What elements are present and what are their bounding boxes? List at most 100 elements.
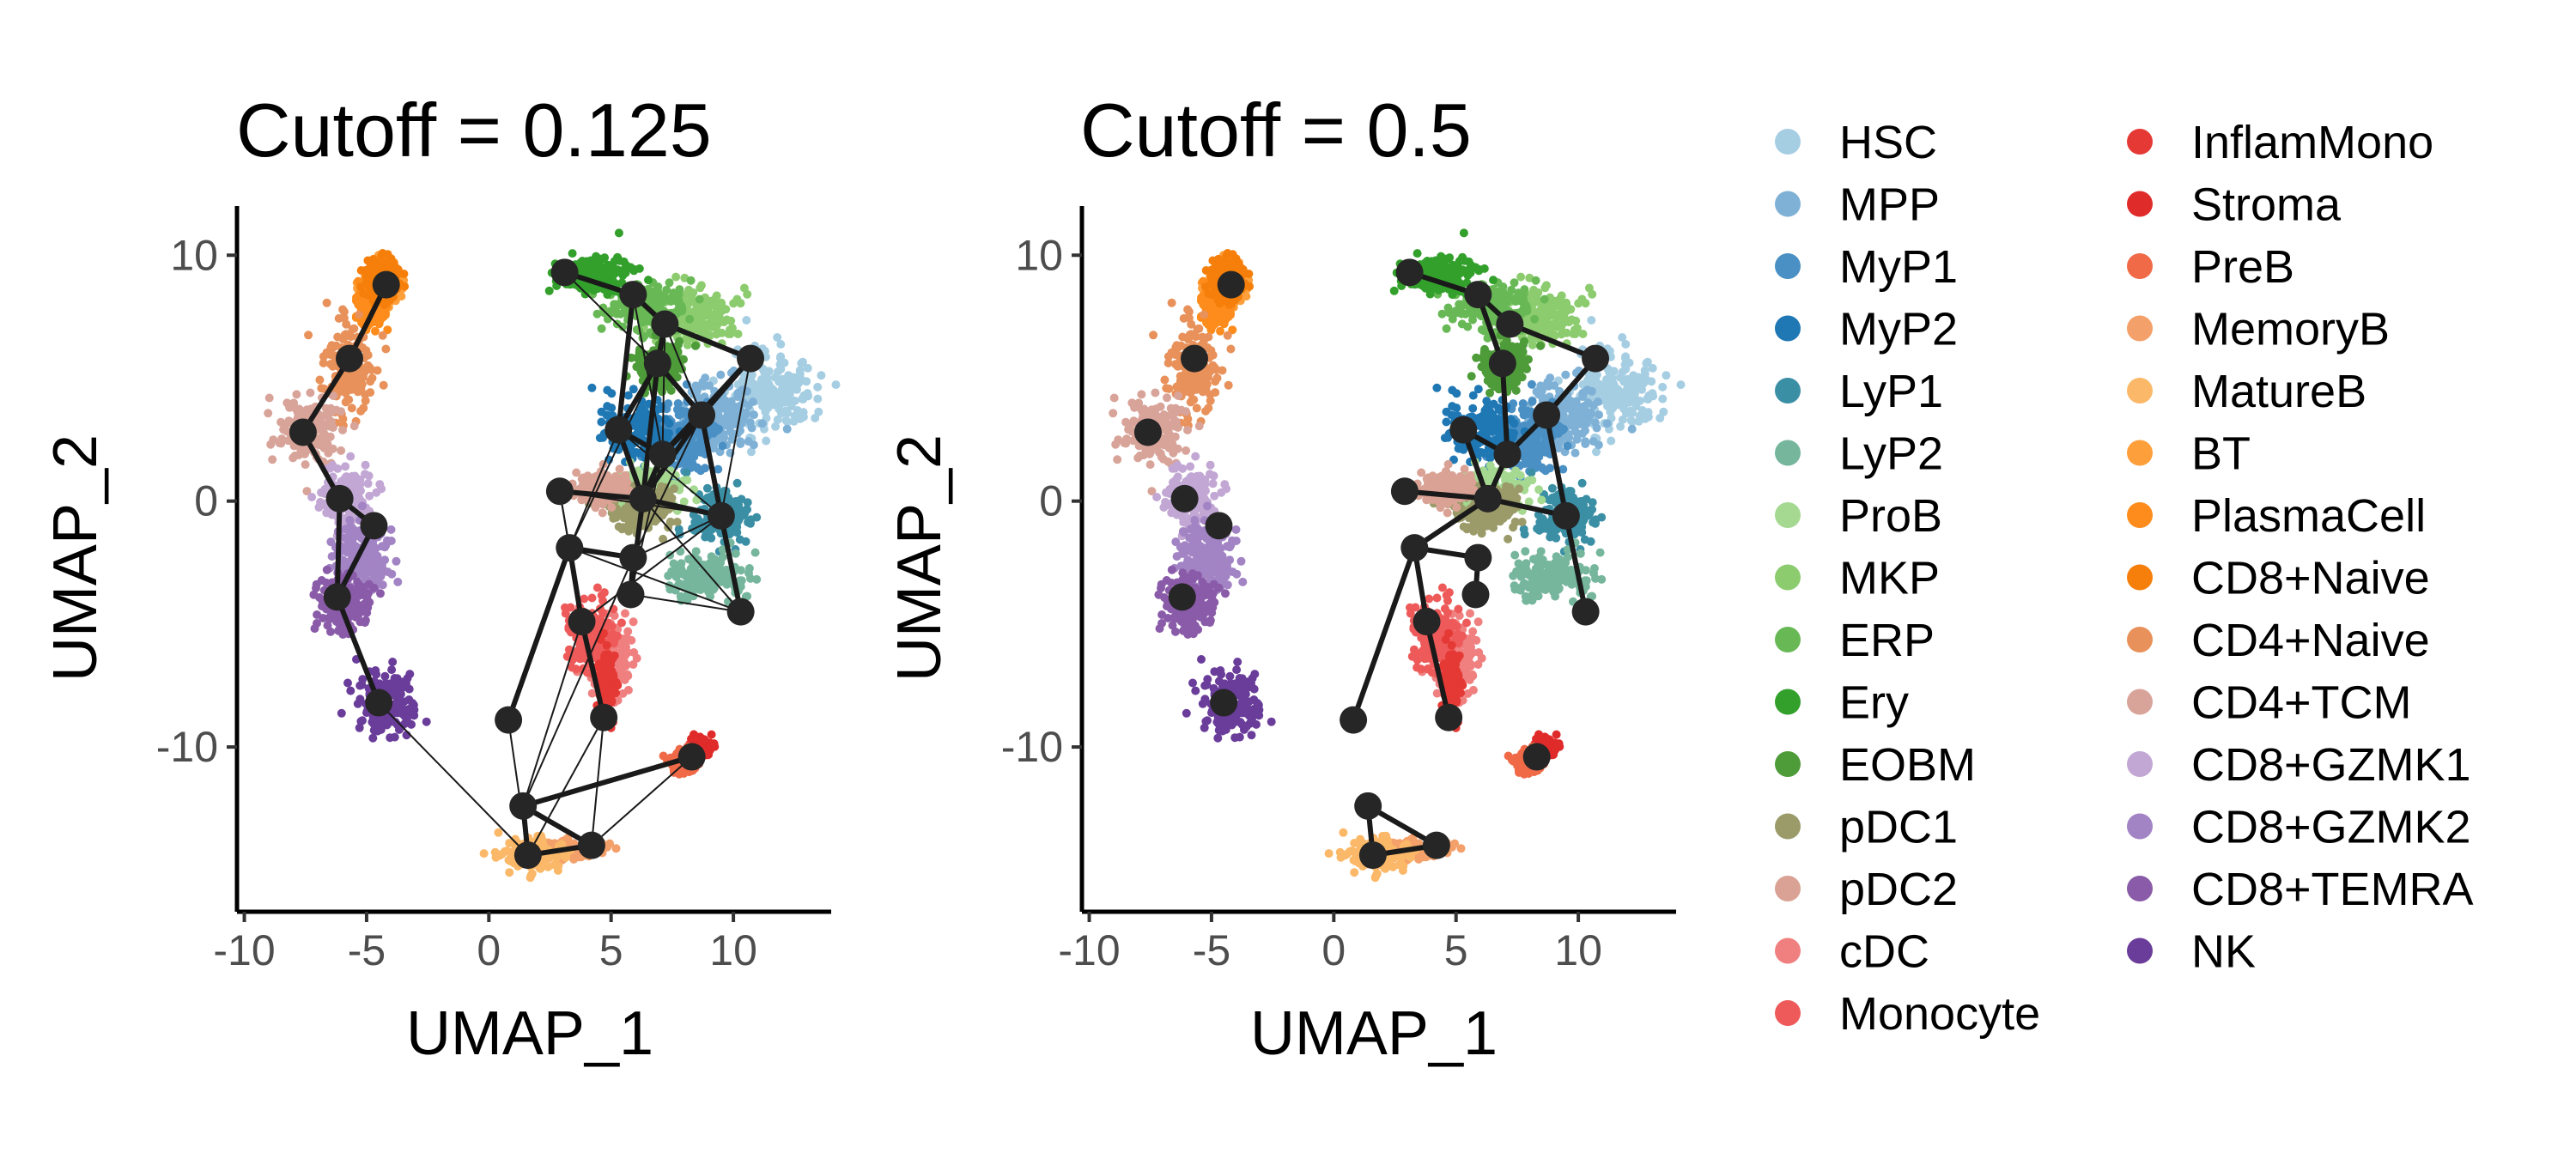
cell-point [614, 228, 623, 238]
cell-point [773, 395, 782, 404]
cell-point [773, 333, 782, 342]
cell-point [621, 472, 630, 481]
cell-point [333, 464, 343, 473]
panel-title: Cutoff = 0.125 [236, 88, 712, 173]
cell-point [304, 331, 313, 340]
cell-point [644, 276, 653, 285]
cell-point [422, 717, 431, 726]
cell-point [726, 330, 735, 338]
cell-point [358, 501, 367, 511]
cell-point [744, 518, 753, 527]
cell-point [621, 609, 629, 618]
cell-point [710, 422, 720, 432]
cell-point [775, 377, 784, 386]
cell-point [337, 407, 346, 416]
cell-point [743, 505, 752, 514]
cell-point [587, 383, 597, 392]
cell-point [355, 581, 364, 591]
cell-point [664, 399, 673, 409]
cell-point [674, 304, 683, 313]
cell-point [392, 556, 401, 566]
cell-point [598, 508, 607, 518]
cell-point [343, 395, 352, 404]
scatter-points [264, 228, 841, 883]
cell-point [337, 708, 346, 718]
cell-point [776, 365, 786, 373]
cell-point [710, 555, 720, 564]
cell-point [361, 618, 369, 628]
cell-point [782, 424, 792, 434]
cell-point [769, 385, 778, 394]
cell-point [683, 340, 692, 349]
cell-point [292, 390, 301, 399]
cell-point [358, 605, 367, 614]
cell-point [603, 402, 612, 411]
cell-point [368, 254, 378, 264]
cell-point [667, 296, 677, 306]
cell-point [599, 588, 609, 598]
cell-point [594, 260, 604, 270]
cell-point [686, 276, 696, 285]
cell-point [364, 580, 374, 589]
cell-point [349, 324, 359, 333]
cell-point [324, 448, 333, 458]
cell-point [597, 417, 606, 427]
cell-point [380, 671, 390, 681]
cell-point [264, 393, 274, 403]
cell-point [356, 717, 366, 726]
cell-point [361, 351, 371, 361]
cell-point [276, 417, 286, 427]
cell-point [338, 426, 347, 434]
cell-point [337, 446, 346, 455]
cell-point [342, 330, 350, 339]
cell-point [327, 341, 337, 350]
cell-point [776, 340, 786, 349]
cell-point [615, 256, 624, 265]
cell-point [376, 589, 385, 598]
cell-point [553, 866, 562, 875]
cell-point [704, 303, 714, 313]
cell-point [746, 375, 756, 385]
cell-point [691, 547, 701, 556]
cell-point [307, 493, 317, 501]
cell-point [598, 269, 608, 278]
cell-point [355, 282, 365, 292]
cell-point [357, 680, 367, 689]
cell-point [342, 319, 351, 329]
cell-point [381, 344, 391, 354]
cell-point [363, 479, 373, 488]
cell-point [664, 571, 673, 580]
cell-point [343, 678, 352, 688]
cell-point [776, 352, 786, 361]
cell-point [679, 769, 689, 778]
edge-thick [334, 498, 343, 598]
cell-point [361, 460, 370, 470]
cell-point [789, 416, 799, 426]
cell-point [587, 593, 597, 603]
cell-point [618, 523, 628, 532]
cell-point [361, 302, 370, 312]
cell-point [544, 286, 554, 295]
cell-point [728, 402, 738, 411]
cell-point [494, 828, 503, 837]
cell-point [611, 304, 620, 313]
cell-point [366, 388, 375, 397]
cell-point [603, 314, 612, 324]
cell-point [702, 483, 712, 493]
cell-point [720, 571, 729, 580]
cell-point [338, 476, 348, 485]
cell-point [600, 652, 609, 661]
cell-point [647, 296, 657, 306]
cell-point [783, 417, 792, 427]
cell-point [355, 695, 365, 704]
cell-point [479, 849, 489, 859]
cell-point [323, 621, 332, 630]
cell-point [568, 249, 577, 258]
cell-point [799, 412, 808, 422]
cell-point [393, 577, 403, 586]
cell-point [368, 733, 378, 743]
cell-point [665, 517, 675, 526]
cell-point [390, 732, 399, 742]
cell-point [371, 666, 380, 675]
